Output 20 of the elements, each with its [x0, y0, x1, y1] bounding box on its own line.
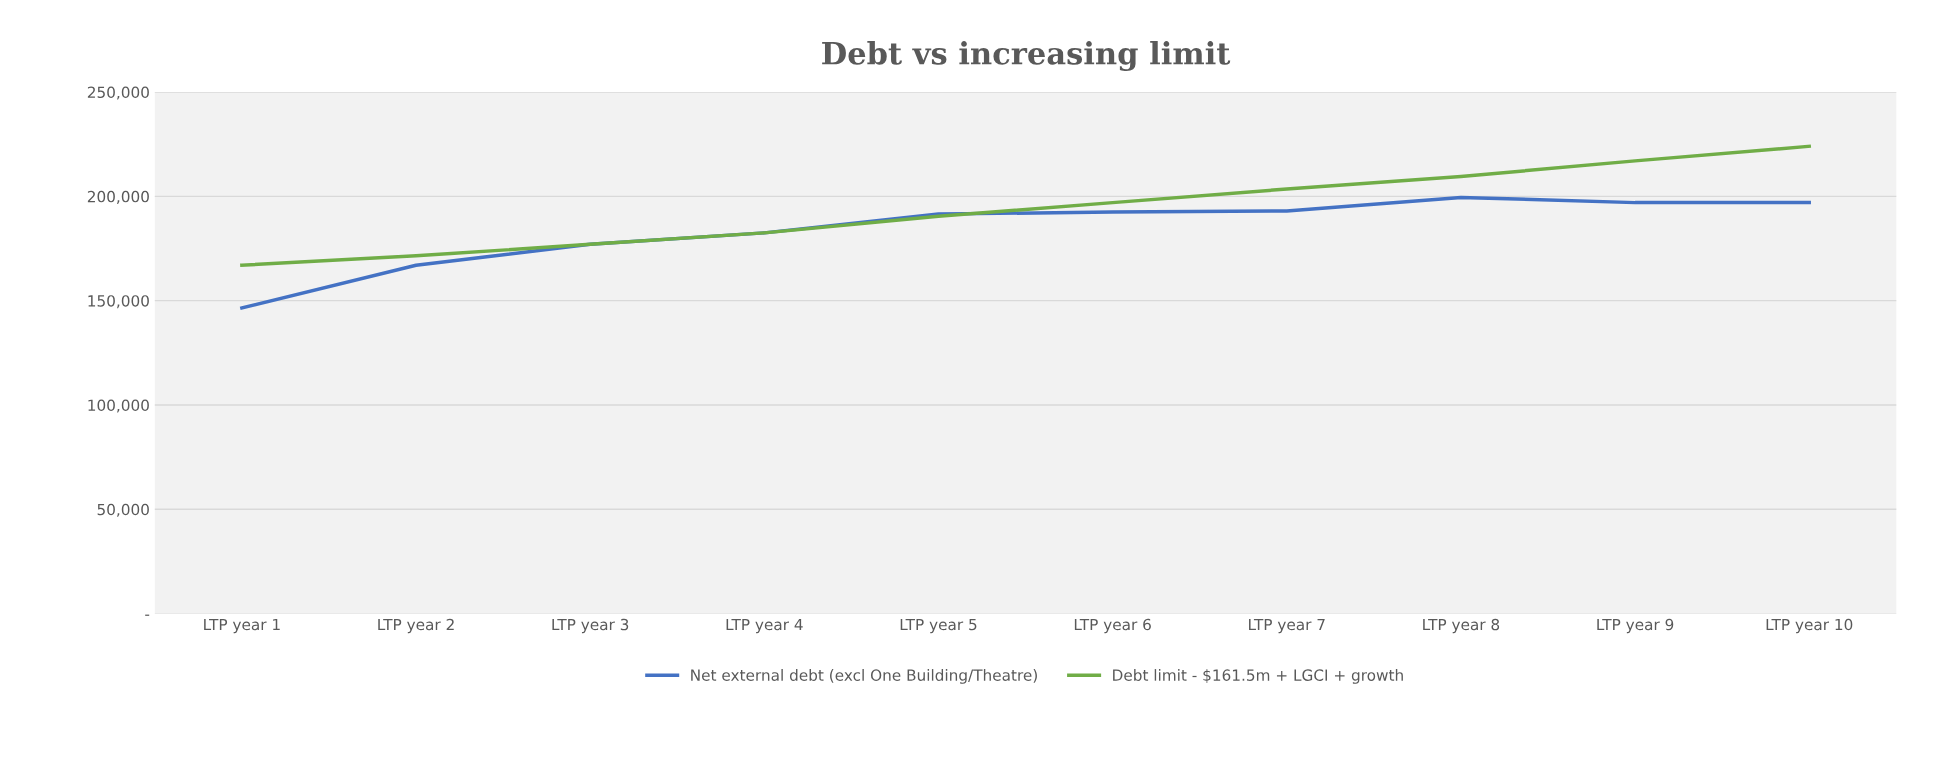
x-tick-label: LTP year 3 [552, 618, 629, 634]
x-tick-label: LTP year 9 [1597, 618, 1674, 634]
y-tick-label: 250,000 [87, 86, 149, 100]
line-series [240, 144, 1811, 267]
legend-label: Debt limit - $161.5m + LGCI + growth [1113, 669, 1403, 684]
x-tick-label: LTP year 1 [204, 618, 280, 634]
y-tick-label: 100,000 [88, 399, 149, 413]
x-tick-label: LTP year 2 [378, 618, 454, 634]
legend-label: Net external debt (excl One Building/Theatre) [691, 669, 1037, 684]
chart-title: Debt vs increasing limit [822, 41, 1231, 72]
y-tick-label: 200,000 [87, 190, 149, 204]
y-tick-label: - [145, 614, 150, 616]
y-tick-label: 150,000 [88, 295, 149, 309]
x-tick-label: LTP year 5 [900, 618, 977, 634]
y-tick-label: 50,000 [97, 503, 149, 517]
x-tick-label: LTP year 10 [1766, 618, 1853, 634]
x-tick-label: LTP year 6 [1074, 618, 1151, 634]
x-tick-label: LTP year 4 [726, 618, 803, 634]
x-tick-label: LTP year 8 [1423, 618, 1500, 634]
x-tick-label: LTP year 7 [1249, 618, 1325, 634]
